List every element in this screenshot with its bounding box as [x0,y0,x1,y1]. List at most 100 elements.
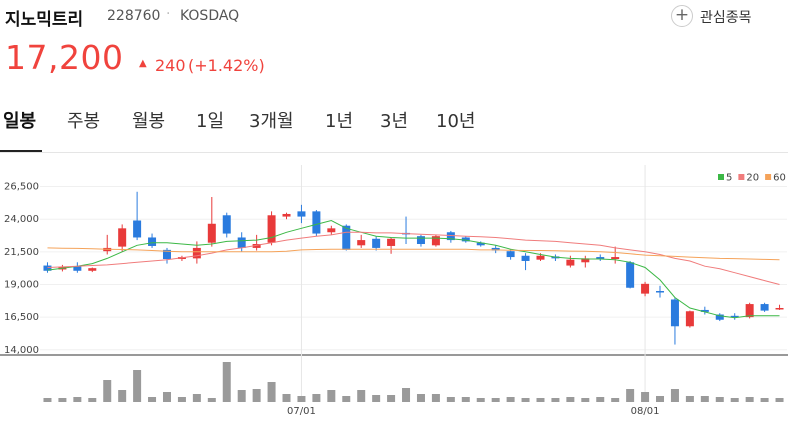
volume-bar [297,396,306,402]
tab[interactable]: 일봉 [3,111,37,132]
candle-body [581,258,590,263]
volume-bar [461,397,470,402]
volume-bar [103,380,112,402]
volume-bar [282,394,291,402]
ma-line [47,247,780,261]
y-tick-label: 16,500 [4,312,39,323]
volume-bar [446,397,455,402]
candle-body [745,304,754,318]
stock-name: 지노믹트리 [5,10,84,30]
volume-bar [387,395,396,402]
volume-bar [416,394,425,402]
volume-bar [670,389,679,402]
candle-body [282,213,291,217]
volume-bar [312,394,321,402]
y-tick-label: 19,000 [4,279,39,290]
price: 17,200 [5,38,124,77]
candle-body [521,255,530,261]
candle-body [267,215,276,243]
volume-bar [760,398,769,402]
candle-body [148,237,157,246]
volume-bar [327,390,336,402]
legend-label: 5 [726,173,732,184]
candle-body [342,225,351,250]
tab[interactable]: 3개월 [249,111,294,132]
x-tick-label: 07/01 [287,406,316,417]
candle-body [596,257,605,260]
candle-body [372,238,381,248]
tab[interactable]: 주봉 [67,111,101,132]
tab-underline [0,150,42,152]
volume-bar [641,392,650,402]
candle-body [297,211,306,217]
market: KOSDAQ [180,8,240,24]
candle-body [715,314,724,320]
candle-body [327,228,336,233]
tab[interactable]: 10년 [436,111,476,132]
volume-bar [656,396,665,402]
candle-body [536,255,545,260]
candle-body [461,237,470,242]
volume-bar [162,392,171,402]
candle-body [387,238,396,246]
volume-bar [685,396,694,402]
volume-bar [581,398,590,402]
legend-swatch [718,174,724,180]
volume-bar [775,398,784,402]
volume-bar [611,398,620,402]
legend-label: 60 [773,173,786,184]
y-tick-label: 26,500 [4,182,39,193]
volume-bar [133,370,142,402]
volume-bar [745,397,754,402]
separator: · [166,6,171,22]
tab[interactable]: 월봉 [132,111,166,132]
candle-body [700,309,709,312]
volume-bar [596,397,605,402]
ma-line [47,219,780,319]
candle-body [133,220,142,238]
volume-bar [252,389,261,402]
volume-bar [118,390,127,402]
candle-body [476,242,485,246]
candle-body [162,249,171,260]
candle-body [312,211,321,234]
volume-bar [357,390,366,402]
watch-button[interactable]: 관심종목 [700,10,752,26]
candle-body [357,240,366,246]
volume-bar [207,398,216,402]
volume-bar [521,398,530,402]
ma-line [47,231,780,285]
tab[interactable]: 3년 [380,111,409,132]
volume-bar [58,398,67,402]
candle-body [730,315,739,318]
volume-bar [715,397,724,402]
candle-body [775,307,784,310]
up-arrow: ▲ [139,58,147,69]
volume-bar [536,398,545,402]
candle-body [656,291,665,293]
change: 240 [155,56,186,75]
candle-body [491,247,500,251]
volume-bar [148,397,157,402]
volume-bar [402,388,411,402]
volume-bar [43,398,52,402]
candle-body [118,228,127,247]
x-tick-label: 08/01 [631,406,660,417]
candle-body [760,304,769,311]
volume-bar [431,394,440,402]
tab[interactable]: 1년 [325,111,354,132]
y-tick-label: 24,000 [4,214,39,225]
volume-bar [700,396,709,402]
volume-bar [177,397,186,402]
volume-bar [626,389,635,402]
volume-bar [476,398,485,402]
candle-body [431,236,440,246]
change-pct: (+1.42%) [188,56,265,75]
candle-body [566,259,575,266]
volume-bar [88,398,97,402]
watch-icon[interactable]: + [671,5,693,27]
candle-body [626,262,635,288]
tab[interactable]: 1일 [196,111,225,132]
